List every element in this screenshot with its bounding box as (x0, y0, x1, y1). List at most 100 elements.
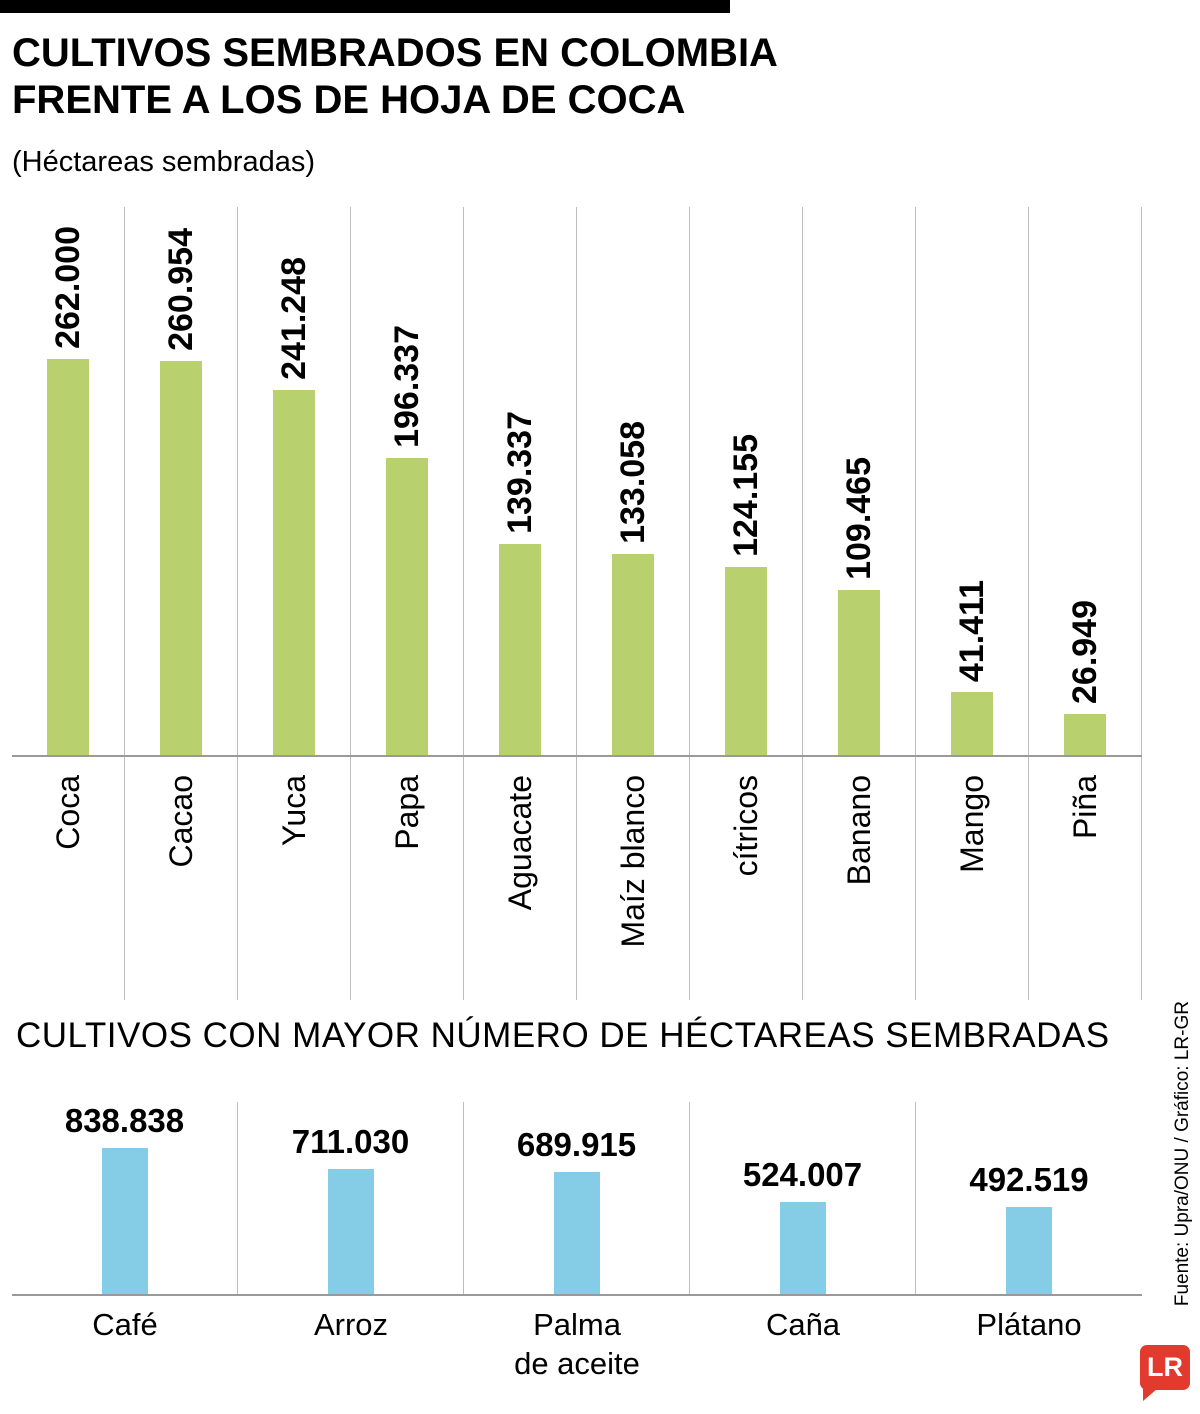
label-area: Piña (1029, 755, 1141, 1000)
bar-value-label: 109.465 (840, 457, 879, 580)
label-area: cítricos (690, 755, 802, 1000)
bar-area: 41.411 (916, 207, 1028, 755)
bottom-chart-columns: 838.838 Café 711.030 Arroz 689.915 Palma de a… (12, 1102, 1142, 1384)
top-chart-column-coca: 262.000 Coca (12, 207, 125, 1000)
label-area: Mango (916, 755, 1028, 1000)
bar-platano (1006, 1207, 1052, 1294)
top-chart-column-aguacate: 139.337 Aguacate (464, 207, 577, 1000)
bottom-chart-column-cana: 524.007 Caña (690, 1102, 916, 1384)
category-label: Piña (1067, 775, 1104, 839)
bar-value-label: 838.838 (65, 1102, 184, 1140)
label-area: Aguacate (464, 755, 576, 1000)
bar-value-label: 689.915 (517, 1126, 636, 1164)
bar-value-label: 41.411 (953, 580, 992, 682)
top-chart-columns: 262.000 Coca 260.954 Cacao 241.248 Yuca 196.33… (12, 207, 1142, 1000)
bar-area: 689.915 (464, 1102, 690, 1294)
bar-value-label: 26.949 (1066, 600, 1105, 704)
category-label: Plátano (916, 1306, 1142, 1345)
bar-area: 262.000 (12, 207, 124, 755)
infographic: CULTIVOS SEMBRADOS EN COLOMBIAFRENTE A L… (0, 0, 1200, 1414)
bar-area: 26.949 (1029, 207, 1141, 755)
top-chart-column-citricos: 124.155 cítricos (690, 207, 803, 1000)
label-area: Maíz blanco (577, 755, 689, 1000)
bottom-chart-column-palma-de-aceite: 689.915 Palma de aceite (464, 1102, 690, 1384)
top-chart-column-cacao: 260.954 Cacao (125, 207, 238, 1000)
bottom-chart-column-cafe: 838.838 Café (12, 1102, 238, 1384)
top-chart-column-banano: 109.465 Banano (803, 207, 916, 1000)
label-area: Yuca (238, 755, 350, 1000)
bar-area: 711.030 (238, 1102, 464, 1294)
top-chart-column-pina: 26.949 Piña (1029, 207, 1142, 1000)
bar-mango (951, 692, 993, 755)
bar-cafe (102, 1148, 148, 1294)
chart-subtitle: (Héctareas sembradas) (12, 146, 1200, 179)
bar-cana (780, 1202, 826, 1294)
lr-logo: LR (1140, 1345, 1190, 1390)
bottom-bar-chart: 838.838 Café 711.030 Arroz 689.915 Palma de a… (12, 1102, 1142, 1384)
title-line-2: FRENTE A LOS DE HOJA DE COCA (12, 78, 685, 122)
bar-area: 524.007 (690, 1102, 916, 1294)
top-chart-column-maiz-blanco: 133.058 Maíz blanco (577, 207, 690, 1000)
bar-banano (838, 590, 880, 755)
bar-citricos (725, 567, 767, 755)
category-label: Maíz blanco (615, 775, 652, 948)
category-label: Palma de aceite (464, 1306, 690, 1384)
lr-logo-text: LR (1147, 1352, 1183, 1383)
category-label: Café (12, 1306, 238, 1345)
top-chart-column-yuca: 241.248 Yuca (238, 207, 351, 1000)
category-label: Cacao (163, 775, 200, 868)
category-label: Yuca (276, 775, 313, 846)
category-label: Arroz (238, 1306, 464, 1345)
bar-value-label: 260.954 (162, 228, 201, 351)
title-line-1: CULTIVOS SEMBRADOS EN COLOMBIA (12, 31, 778, 75)
label-area: Papa (351, 755, 463, 1000)
bottom-chart-baseline (12, 1294, 1142, 1296)
bar-value-label: 133.058 (614, 421, 653, 544)
bar-aguacate (499, 544, 541, 755)
bar-area: 260.954 (125, 207, 237, 755)
bar-value-label: 241.248 (275, 257, 314, 380)
bar-area: 124.155 (690, 207, 802, 755)
bottom-chart-column-platano: 492.519 Plátano (916, 1102, 1142, 1384)
source-credit: Fuente: Upra/ONU / Gráfico: LR-GR (1172, 1001, 1194, 1306)
bar-yuca (273, 390, 315, 755)
bar-arroz (328, 1169, 374, 1294)
bar-value-label: 139.337 (501, 411, 540, 534)
category-label: Banano (841, 775, 878, 885)
bar-pina (1064, 714, 1106, 755)
category-label: Caña (690, 1306, 916, 1345)
bar-area: 241.248 (238, 207, 350, 755)
bar-value-label: 262.000 (49, 226, 88, 349)
bar-coca (47, 359, 89, 755)
label-area: Banano (803, 755, 915, 1000)
label-area: Cacao (125, 755, 237, 1000)
category-label: Mango (954, 775, 991, 873)
category-label: Aguacate (502, 775, 539, 910)
category-label: Coca (50, 775, 87, 850)
bar-maiz-blanco (612, 554, 654, 755)
bar-palma-de-aceite (554, 1172, 600, 1294)
page-title: CULTIVOS SEMBRADOS EN COLOMBIAFRENTE A L… (12, 30, 1200, 124)
bar-value-label: 711.030 (292, 1123, 409, 1161)
bar-area: 838.838 (12, 1102, 238, 1294)
top-chart-column-mango: 41.411 Mango (916, 207, 1029, 1000)
bar-papa (386, 458, 428, 755)
bar-value-label: 196.337 (388, 325, 427, 448)
bar-value-label: 492.519 (969, 1161, 1088, 1199)
bar-area: 139.337 (464, 207, 576, 755)
bar-cacao (160, 361, 202, 755)
category-label: cítricos (728, 775, 765, 876)
label-area: Coca (12, 755, 124, 1000)
top-accent-bar (0, 0, 730, 13)
section-title: CULTIVOS CON MAYOR NÚMERO DE HÉCTAREAS S… (16, 1016, 1200, 1056)
bar-value-label: 524.007 (743, 1156, 862, 1194)
top-chart-column-papa: 196.337 Papa (351, 207, 464, 1000)
top-bar-chart: 262.000 Coca 260.954 Cacao 241.248 Yuca 196.33… (12, 207, 1142, 1000)
category-label: Papa (389, 775, 426, 850)
bar-area: 196.337 (351, 207, 463, 755)
bottom-chart-column-arroz: 711.030 Arroz (238, 1102, 464, 1384)
top-chart-baseline (12, 755, 1142, 757)
bar-value-label: 124.155 (727, 434, 766, 557)
bar-area: 133.058 (577, 207, 689, 755)
bar-area: 109.465 (803, 207, 915, 755)
